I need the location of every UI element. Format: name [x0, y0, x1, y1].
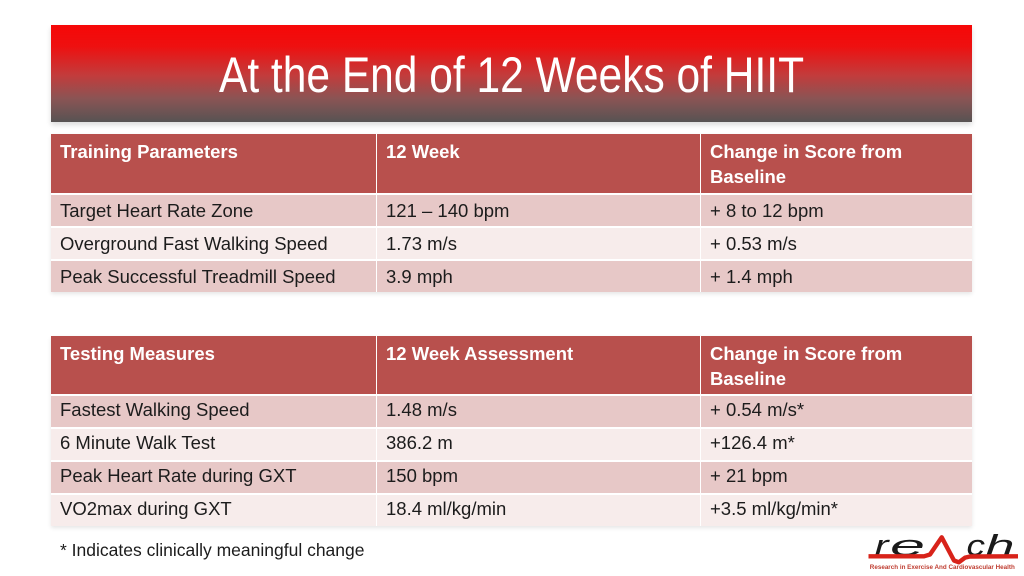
svg-text:c: c [967, 530, 986, 563]
svg-text:Research in Exercise And Cardi: Research in Exercise And Cardiovascular … [870, 564, 1015, 571]
